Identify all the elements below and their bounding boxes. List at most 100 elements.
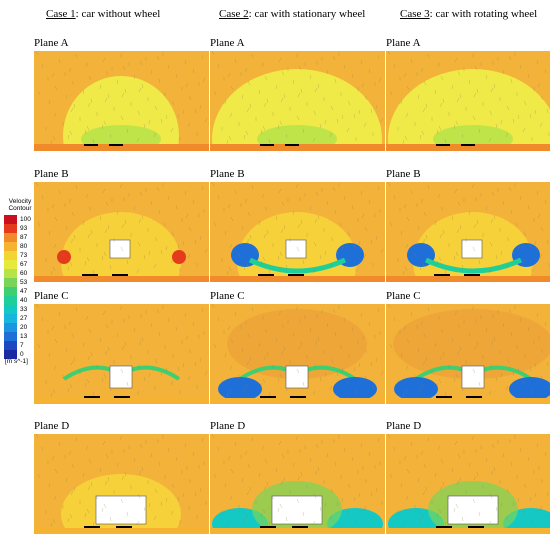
legend-swatch xyxy=(4,233,17,242)
ground-layer xyxy=(34,398,209,404)
car-section xyxy=(285,365,309,389)
car-section xyxy=(461,365,485,389)
contour-panel-d-case3 xyxy=(386,434,550,534)
legend-level: 40 xyxy=(2,296,42,305)
wake-band xyxy=(424,257,523,274)
legend-level: 80 xyxy=(2,242,42,251)
ground-layer xyxy=(210,528,385,534)
legend-swatch xyxy=(4,350,17,359)
plane-d-label-case1: Plane D xyxy=(34,420,70,432)
legend-level: 73 xyxy=(2,251,42,260)
upwash-region xyxy=(212,69,382,151)
wheel-marker-right xyxy=(112,274,128,276)
car-section xyxy=(271,495,323,525)
contour-panel-c-case3 xyxy=(386,304,550,404)
legend-title-line1: Velocity xyxy=(8,198,32,205)
wheel-marker-left xyxy=(436,526,452,528)
wheel-marker-right xyxy=(290,396,306,398)
case-2-description: : car with stationary wheel xyxy=(248,8,366,20)
contour-panel-b-case1 xyxy=(34,182,209,282)
legend-value: 7 xyxy=(20,342,24,349)
legend-level: 7 xyxy=(2,341,42,350)
legend-value: 53 xyxy=(20,279,28,286)
legend-value: 73 xyxy=(20,252,28,259)
contour-panel-c-case1 xyxy=(34,304,209,404)
wheel-marker-left xyxy=(84,144,98,146)
wheel-marker-right xyxy=(468,526,484,528)
wheel-marker-right xyxy=(288,274,304,276)
case-1-id: Case 1 xyxy=(46,8,76,20)
wheel-marker-left xyxy=(84,526,100,528)
legend-swatch xyxy=(4,323,17,332)
outer-wake xyxy=(393,309,550,379)
wheel-marker-left xyxy=(436,396,452,398)
ground-layer xyxy=(210,276,385,282)
legend-title-line2: Contour xyxy=(8,205,32,212)
plane-c-label-case3: Plane C xyxy=(386,290,421,302)
ground-layer xyxy=(386,144,550,151)
legend-swatch xyxy=(4,242,17,251)
car-section xyxy=(109,239,131,259)
case-3-description: : car with rotating wheel xyxy=(429,8,538,20)
wheel-marker-right xyxy=(461,144,475,146)
outer-wake xyxy=(227,309,367,379)
wheel-marker-left xyxy=(260,396,276,398)
wake-vortex-right xyxy=(509,377,550,401)
legend-value: 87 xyxy=(20,234,28,241)
legend-level: 13 xyxy=(2,332,42,341)
legend-scale: 100 93 87 80 73 67 60 53 47 40 33 27 20 13 7 0 xyxy=(2,215,42,365)
plane-d-label-case2: Plane D xyxy=(210,420,246,432)
wake-vortex-left xyxy=(218,377,262,401)
wheel-marker-right xyxy=(464,274,480,276)
legend-value: 60 xyxy=(20,270,28,277)
contour-panel-b-case3 xyxy=(386,182,550,282)
ground-layer xyxy=(210,144,385,151)
ground-layer xyxy=(210,398,385,404)
car-section xyxy=(461,239,483,259)
ground-layer xyxy=(34,276,209,282)
wheel-marker-left xyxy=(84,396,100,398)
legend-value: 0 xyxy=(20,351,24,358)
velocity-field xyxy=(34,304,209,404)
contour-panel-c-case2 xyxy=(210,304,385,404)
plane-b-label-case2: Plane B xyxy=(210,168,245,180)
case-3-header: Case 3: car with rotating wheel xyxy=(400,8,537,20)
case-1-description: : car without wheel xyxy=(75,8,161,20)
legend-swatch xyxy=(4,269,17,278)
plane-c-label-case2: Plane C xyxy=(210,290,245,302)
plane-a-label-case1: Plane A xyxy=(34,37,69,49)
legend-value: 40 xyxy=(20,297,28,304)
legend-swatch xyxy=(4,341,17,350)
wheel-marker-right xyxy=(466,396,482,398)
wheel-marker-right xyxy=(114,396,130,398)
legend-swatch xyxy=(4,251,17,260)
case-3-id: Case 3 xyxy=(400,8,430,20)
wheel-marker-left xyxy=(434,274,450,276)
contour-panel-a-case1 xyxy=(34,51,209,151)
legend-value: 93 xyxy=(20,225,28,232)
wheel-marker-left xyxy=(82,274,98,276)
case-2-id: Case 2 xyxy=(219,8,249,20)
contour-panel-d-case2 xyxy=(210,434,385,534)
velocity-legend: Velocity Contour 100 93 87 80 73 67 60 53 47 40 33… xyxy=(2,198,40,365)
upwash-region xyxy=(388,69,550,151)
legend-level: 100 xyxy=(2,215,42,224)
legend-value: 67 xyxy=(20,261,28,268)
plane-c-label-case1: Plane C xyxy=(34,290,69,302)
legend-unit: [m s^-1] xyxy=(5,358,28,365)
wheel-marker-right xyxy=(116,526,132,528)
legend-level: 67 xyxy=(2,260,42,269)
legend-value: 47 xyxy=(20,288,28,295)
car-section xyxy=(285,239,307,259)
legend-swatch xyxy=(4,314,17,323)
ground-layer xyxy=(386,398,550,404)
wheel-marker-left xyxy=(260,144,274,146)
contour-panel-a-case2 xyxy=(210,51,385,151)
wheel-marker-left xyxy=(260,526,276,528)
legend-level: 33 xyxy=(2,305,42,314)
car-section xyxy=(95,495,147,525)
legend-level: 53 xyxy=(2,278,42,287)
car-section xyxy=(109,365,133,389)
legend-swatch xyxy=(4,224,17,233)
plane-b-label-case1: Plane B xyxy=(34,168,69,180)
